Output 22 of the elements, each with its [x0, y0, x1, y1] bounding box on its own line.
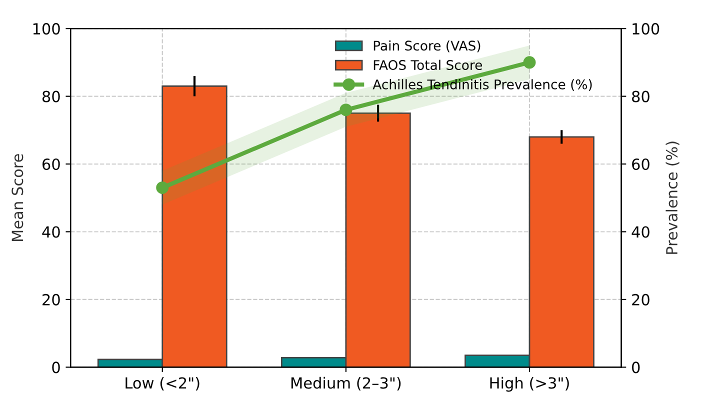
- y-tick-label: 80: [42, 90, 60, 102]
- x-tick-label: High (>3"): [490, 376, 569, 392]
- y-tick-label: 0: [52, 362, 60, 374]
- x-tick-label: Medium (2–3"): [291, 376, 401, 391]
- point: [523, 56, 536, 69]
- y2-tick-label: 80: [632, 90, 650, 102]
- y-tick-label: 20: [42, 294, 60, 306]
- y2-tick-label: 100: [632, 23, 660, 35]
- y2-tick-label: 40: [632, 226, 650, 238]
- point: [156, 181, 169, 194]
- point: [340, 104, 352, 116]
- x-tick-label: Low (<2"): [126, 376, 200, 391]
- legend-label: Pain Score (VAS): [374, 40, 480, 52]
- y-tick-label: 60: [42, 158, 60, 170]
- y-tick-label: 40: [42, 226, 60, 238]
- y2-tick-label: 0: [632, 362, 640, 374]
- y-tick-label: 100: [33, 23, 60, 35]
- y2-axis-title: Prevalence (%): [666, 142, 680, 254]
- y2-tick-label: 20: [632, 294, 650, 306]
- y2-tick-label: 60: [632, 158, 650, 170]
- legend-label: FAOS Total Score: [374, 60, 482, 70]
- y-axis-title: Mean Score: [12, 154, 24, 242]
